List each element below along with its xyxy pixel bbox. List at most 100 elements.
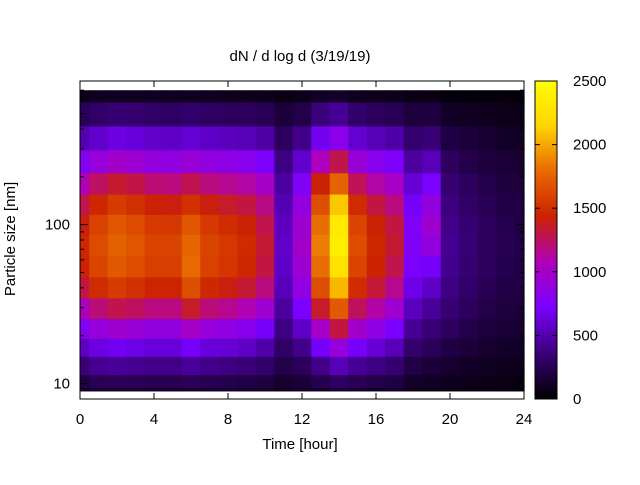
heatmap-cell xyxy=(163,193,183,215)
colorbar-step xyxy=(535,81,557,85)
heatmap-cell xyxy=(348,374,368,388)
heatmap-cell xyxy=(348,338,368,357)
x-tick-label: 12 xyxy=(294,411,311,428)
heatmap-cell xyxy=(163,318,183,339)
heatmap-cell xyxy=(107,356,127,376)
heatmap-cell xyxy=(311,297,331,320)
heatmap-cell xyxy=(255,101,275,127)
heatmap-cell xyxy=(422,297,442,320)
colorbar-step xyxy=(535,327,557,331)
heatmap-cell xyxy=(422,193,442,215)
colorbar-step xyxy=(535,298,557,302)
heatmap-cell xyxy=(496,297,516,320)
heatmap-cell xyxy=(181,172,201,195)
heatmap-cell xyxy=(329,101,349,127)
heatmap-cell xyxy=(366,234,386,256)
heatmap-cell xyxy=(200,125,220,151)
heatmap-cell xyxy=(366,387,386,392)
heatmap-cell xyxy=(80,374,90,388)
heatmap-cell xyxy=(403,214,423,236)
heatmap-cell xyxy=(329,172,349,195)
heatmap-cell xyxy=(144,193,164,215)
heatmap-cell xyxy=(200,149,220,174)
heatmap-cell xyxy=(237,338,257,357)
heatmap-cell xyxy=(181,193,201,215)
colorbar-step xyxy=(535,351,557,355)
heatmap-cell xyxy=(80,149,90,174)
heatmap-cell xyxy=(459,149,479,174)
heatmap-cell xyxy=(163,125,183,151)
heatmap-cell xyxy=(181,255,201,278)
heatmap-cell xyxy=(107,149,127,174)
heatmap-cell xyxy=(237,125,257,151)
colorbar-step xyxy=(535,189,557,193)
heatmap-cell xyxy=(89,90,109,103)
colorbar-step xyxy=(535,332,557,336)
heatmap-cell xyxy=(422,374,442,388)
heatmap-cell xyxy=(107,387,127,392)
colorbar-step xyxy=(535,308,557,312)
colorbar-step xyxy=(535,343,557,347)
heatmap-cell xyxy=(126,387,146,392)
heatmap-cell xyxy=(459,356,479,376)
heatmap-cell xyxy=(237,318,257,339)
heatmap-cell xyxy=(274,90,294,103)
heatmap-cell xyxy=(274,234,294,256)
heatmap-cell xyxy=(348,276,368,299)
heatmap-cell xyxy=(237,356,257,376)
colorbar-step xyxy=(535,353,557,357)
heatmap-cell xyxy=(422,101,442,127)
heatmap-cell xyxy=(144,172,164,195)
colorbar-step xyxy=(535,104,557,108)
heatmap-cell xyxy=(274,214,294,236)
heatmap-cell xyxy=(80,318,90,339)
heatmap-cell xyxy=(237,374,257,388)
heatmap-cell xyxy=(126,318,146,339)
heatmap-cell xyxy=(274,172,294,195)
heatmap-cell xyxy=(107,234,127,256)
heatmap-cell xyxy=(496,125,516,151)
heatmap-cell xyxy=(218,356,238,376)
heatmap-cell xyxy=(329,125,349,151)
heatmap-cell xyxy=(440,149,460,174)
colorbar-step xyxy=(535,134,557,138)
heatmap-cell xyxy=(403,276,423,299)
heatmap-cell xyxy=(126,356,146,376)
heatmap-cell xyxy=(440,374,460,388)
heatmap-cell xyxy=(366,101,386,127)
heatmap-cell xyxy=(80,101,90,127)
heatmap-cell xyxy=(107,297,127,320)
heatmap-cell xyxy=(126,234,146,256)
x-tick-label: 16 xyxy=(368,411,385,428)
heatmap-cell xyxy=(329,149,349,174)
colorbar-step xyxy=(535,274,557,278)
heatmap-cell xyxy=(459,297,479,320)
heatmap-cell xyxy=(329,374,349,388)
heatmap-cell xyxy=(459,214,479,236)
y-tick-label: 100 xyxy=(45,217,70,234)
heatmap-cell xyxy=(144,125,164,151)
heatmap-cell xyxy=(403,374,423,388)
heatmap-cell xyxy=(366,149,386,174)
heatmap-cell xyxy=(348,149,368,174)
heatmap-cell xyxy=(403,125,423,151)
heatmap-cell xyxy=(403,338,423,357)
heatmap-cell xyxy=(477,338,497,357)
colorbar-step xyxy=(535,258,557,262)
colorbar-step xyxy=(535,115,557,119)
heatmap-cell xyxy=(126,90,146,103)
heatmap-cell xyxy=(459,338,479,357)
colorbar-step xyxy=(535,271,557,275)
colorbar-step xyxy=(535,112,557,116)
heatmap-cell xyxy=(292,234,312,256)
colorbar-step xyxy=(535,99,557,103)
colorbar-step xyxy=(535,383,557,387)
heatmap-cell xyxy=(144,101,164,127)
heatmap-cell xyxy=(496,356,516,376)
colorbar-step xyxy=(535,263,557,267)
colorbar-step xyxy=(535,245,557,249)
colorbar-step xyxy=(535,107,557,111)
heatmap-cell xyxy=(403,172,423,195)
heatmap-cell xyxy=(292,338,312,357)
colorbar-step xyxy=(535,213,557,217)
